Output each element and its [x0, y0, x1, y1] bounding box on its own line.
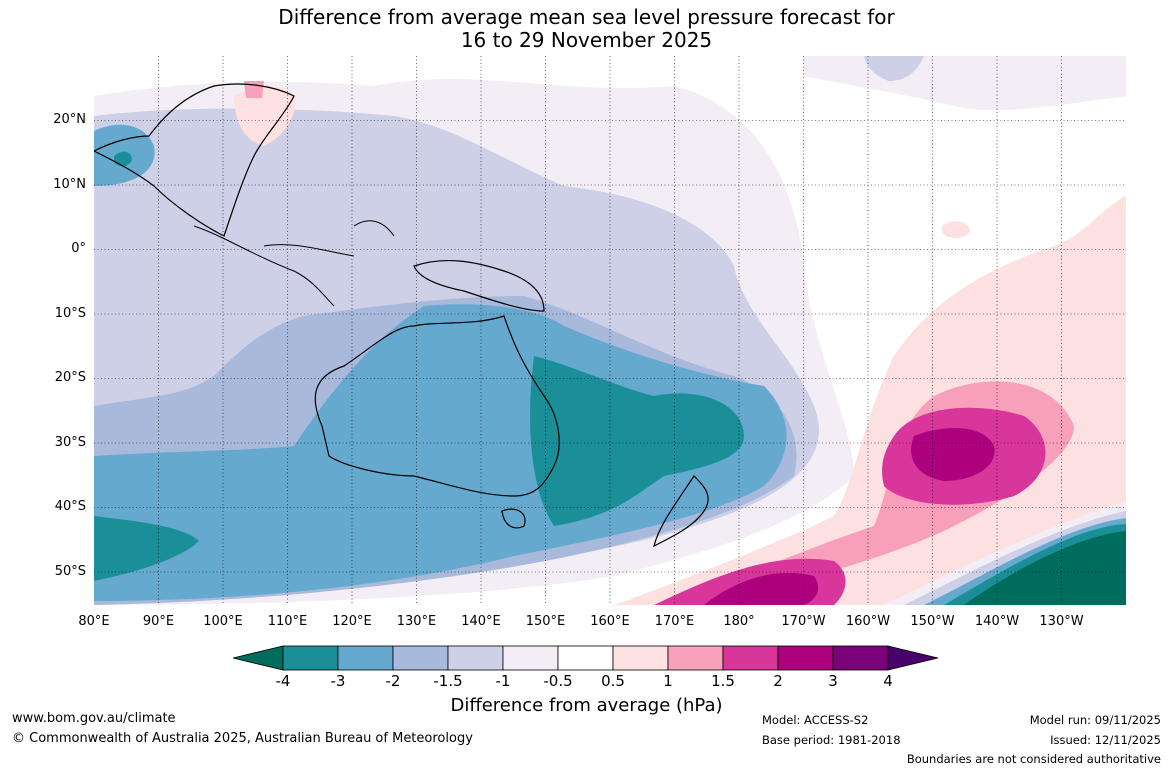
lon-label-100e: 100°E: [203, 614, 243, 629]
map-title-line-2: 16 to 29 November 2025: [460, 28, 713, 52]
boundaries-disclaimer: Boundaries are not considered authoritat…: [906, 752, 1161, 766]
colorbar-swatch-extend-high: [887, 645, 939, 671]
lat-label-50s: 50°S: [54, 564, 86, 579]
colorbar-swatch-2: [337, 645, 394, 671]
lon-label-170w: 170°W: [781, 614, 826, 629]
lon-label-80e: 80°E: [78, 614, 110, 629]
lon-label-170e: 170°E: [654, 614, 695, 629]
anomaly-region-minus-3: [530, 356, 744, 526]
copyright-text: © Commonwealth of Australia 2025, Austra…: [12, 731, 473, 746]
asia-coastline: [94, 83, 295, 237]
new-guinea-outline: [413, 259, 545, 312]
lon-label-150w: 150°W: [910, 614, 955, 629]
graticule: [94, 56, 1126, 605]
lat-label-0: 0°: [71, 241, 86, 256]
colorbar-swatch-1: [282, 645, 339, 671]
lon-label-140e: 140°E: [461, 614, 501, 629]
colorbar-tick-label: -0.5: [543, 672, 573, 690]
anomaly-region-minus-4-se: [964, 531, 1126, 605]
lon-label-160e: 160°E: [590, 614, 630, 629]
lon-label-140w: 140°W: [974, 614, 1020, 629]
lon-label-180: 180°: [723, 614, 755, 629]
colorbar-tick-label: -2: [385, 672, 401, 690]
lat-label-40s: 40°S: [54, 499, 86, 514]
lon-label-130w: 130°W: [1039, 614, 1084, 629]
colorbar-swatch-5: [502, 645, 559, 671]
lon-label-150e: 150°E: [525, 614, 566, 629]
base-period: Base period: 1981-2018: [762, 733, 901, 747]
anomaly-region-plus-0-5: [614, 196, 1126, 605]
colorbar-tick-label: -3: [330, 672, 346, 690]
colorbar-tick-label: -1.5: [433, 672, 463, 690]
colorbar-tick-label: 3: [828, 672, 838, 690]
colorbar-swatch-9: [722, 645, 779, 671]
lon-label-130e: 130°E: [396, 614, 437, 629]
anomaly-region-minus-2: [94, 304, 787, 601]
lon-label-110e: 110°E: [267, 614, 308, 629]
colorbar-swatch-8: [667, 645, 724, 671]
lat-label-20s: 20°S: [54, 370, 86, 385]
lon-label-120e: 120°E: [332, 614, 372, 629]
lon-label-160w: 160°W: [845, 614, 891, 629]
map-title-line-1: Difference from average mean sea level p…: [278, 5, 895, 29]
website-link[interactable]: www.bom.gov.au/climate: [12, 711, 176, 726]
tasmania-outline: [501, 508, 526, 529]
lat-label-30s: 30°S: [54, 435, 86, 450]
colorbar-tick-label: -4: [275, 672, 291, 690]
colorbar-swatch-3: [392, 645, 449, 671]
model-name: Model: ACCESS-S2: [762, 713, 869, 727]
colorbar-tick-label: -1: [495, 672, 511, 690]
colorbar-swatch-6: [557, 645, 614, 671]
colorbar-swatch-extend-low: [233, 645, 284, 671]
colorbar-tick-label: 4: [883, 672, 893, 690]
colorbar-swatch-7: [612, 645, 669, 671]
colorbar-tick-label: 0.5: [601, 672, 625, 690]
lat-label-10n: 10°N: [53, 177, 86, 192]
lat-label-20n: 20°N: [53, 112, 86, 127]
anomaly-region-minus-3-nw: [114, 151, 132, 167]
anomaly-region-plus-0-5-ne: [942, 221, 970, 238]
colorbar-swatch-11: [832, 645, 889, 671]
australia-outline: [314, 315, 560, 497]
new-zealand-outline: [653, 475, 709, 548]
colorbar-swatch-4: [447, 645, 504, 671]
colorbar-swatch-10: [777, 645, 834, 671]
anomaly-region-plus-0-5-north: [234, 86, 295, 146]
anomaly-region-minus-3-west: [94, 516, 199, 581]
colorbar: [233, 645, 939, 671]
anomaly-region-plus-2-south: [704, 572, 819, 605]
colorbar-tick-label: 2: [773, 672, 783, 690]
colorbar-tick-label: 1: [663, 672, 673, 690]
anomaly-region-plus-2-east: [911, 427, 995, 481]
pressure-anomaly-map: [94, 56, 1126, 605]
model-run-date: Model run: 09/11/2025: [1029, 713, 1161, 727]
colorbar-tick-label: 1.5: [711, 672, 735, 690]
anomaly-region-plus-1-north: [244, 81, 264, 98]
colorbar-title: Difference from average (hPa): [450, 695, 723, 716]
anomaly-region-minus-1-ne: [864, 56, 924, 81]
lon-label-90e: 90°E: [142, 614, 175, 629]
lat-label-10s: 10°S: [54, 306, 86, 321]
maritime-continent-outline: [193, 220, 395, 307]
issued-date: Issued: 12/11/2025: [1050, 733, 1161, 747]
